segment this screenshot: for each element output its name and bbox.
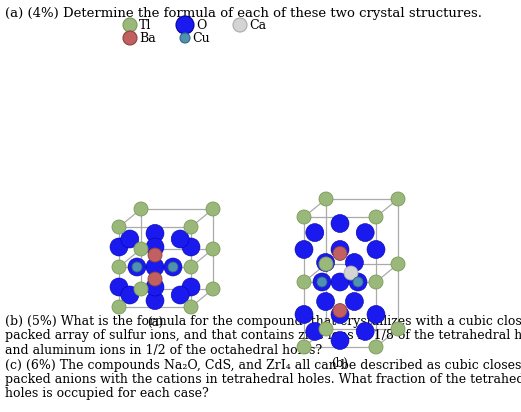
- Text: packed anions with the cations in tetrahedral holes. What fraction of the tetrah: packed anions with the cations in tetrah…: [5, 373, 521, 386]
- Circle shape: [306, 224, 324, 241]
- Circle shape: [128, 258, 146, 276]
- Circle shape: [349, 273, 367, 291]
- Circle shape: [206, 242, 220, 256]
- Circle shape: [206, 282, 220, 296]
- Text: (c) (6%) The compounds Na₂O, CdS, and ZrI₄ all can be described as cubic closest: (c) (6%) The compounds Na₂O, CdS, and Zr…: [5, 358, 521, 372]
- Circle shape: [367, 241, 385, 258]
- Text: (a): (a): [147, 317, 163, 330]
- Circle shape: [331, 332, 349, 349]
- Circle shape: [331, 273, 349, 291]
- Circle shape: [206, 202, 220, 216]
- Text: packed array of sulfur ions, and that contains zinc ions in 1/8 of the tetrahedr: packed array of sulfur ions, and that co…: [5, 330, 521, 342]
- Circle shape: [134, 282, 148, 296]
- Circle shape: [306, 323, 324, 340]
- Circle shape: [319, 192, 333, 206]
- Circle shape: [184, 220, 198, 234]
- Circle shape: [333, 304, 347, 318]
- Text: Cu: Cu: [192, 31, 209, 44]
- Circle shape: [123, 31, 137, 45]
- Circle shape: [295, 306, 313, 323]
- Circle shape: [233, 18, 247, 32]
- Text: (b): (b): [331, 357, 349, 370]
- Circle shape: [331, 241, 349, 258]
- Circle shape: [180, 33, 190, 43]
- Circle shape: [146, 258, 164, 276]
- Circle shape: [110, 278, 128, 296]
- Circle shape: [146, 292, 164, 309]
- Circle shape: [146, 225, 164, 242]
- Circle shape: [297, 340, 311, 354]
- Circle shape: [184, 300, 198, 314]
- Text: and aluminum ions in 1/2 of the octahedral holes?: and aluminum ions in 1/2 of the octahedr…: [5, 344, 322, 357]
- Circle shape: [134, 242, 148, 256]
- Circle shape: [182, 238, 200, 256]
- Circle shape: [182, 278, 200, 296]
- Text: (b) (5%) What is the formula for the compound  that crystallizes with a cubic cl: (b) (5%) What is the formula for the com…: [5, 315, 521, 328]
- Text: (a) (4%) Determine the formula of each of these two crystal structures.: (a) (4%) Determine the formula of each o…: [5, 7, 482, 20]
- Circle shape: [121, 286, 139, 304]
- Circle shape: [297, 210, 311, 224]
- Circle shape: [356, 224, 374, 241]
- Circle shape: [176, 16, 194, 34]
- Circle shape: [331, 215, 349, 232]
- Circle shape: [134, 202, 148, 216]
- Circle shape: [297, 275, 311, 289]
- Circle shape: [313, 273, 331, 291]
- Circle shape: [319, 322, 333, 336]
- Circle shape: [317, 277, 327, 287]
- Circle shape: [110, 238, 128, 256]
- Circle shape: [112, 300, 126, 314]
- Circle shape: [345, 253, 364, 272]
- Circle shape: [367, 306, 385, 323]
- Circle shape: [295, 241, 313, 258]
- Circle shape: [164, 258, 182, 276]
- Circle shape: [146, 278, 164, 296]
- Circle shape: [369, 340, 383, 354]
- Circle shape: [369, 210, 383, 224]
- Text: Ca: Ca: [249, 19, 266, 31]
- Circle shape: [317, 253, 334, 272]
- Circle shape: [331, 306, 349, 323]
- Text: Ba: Ba: [139, 31, 156, 44]
- Circle shape: [391, 192, 405, 206]
- Circle shape: [345, 293, 364, 311]
- Circle shape: [168, 262, 178, 272]
- Circle shape: [391, 322, 405, 336]
- Circle shape: [171, 286, 189, 304]
- Circle shape: [391, 257, 405, 271]
- Circle shape: [356, 323, 374, 340]
- Circle shape: [123, 18, 137, 32]
- Text: holes is occupied for each case?: holes is occupied for each case?: [5, 388, 209, 400]
- Circle shape: [317, 293, 334, 311]
- Circle shape: [369, 275, 383, 289]
- Circle shape: [132, 262, 142, 272]
- Circle shape: [319, 257, 333, 271]
- Circle shape: [146, 238, 164, 256]
- Circle shape: [148, 248, 162, 262]
- Text: Tl: Tl: [139, 19, 152, 31]
- Circle shape: [148, 272, 162, 286]
- Circle shape: [344, 266, 358, 280]
- Circle shape: [121, 230, 139, 248]
- Text: O: O: [196, 19, 206, 31]
- Circle shape: [112, 220, 126, 234]
- Circle shape: [184, 260, 198, 274]
- Circle shape: [171, 230, 189, 248]
- Circle shape: [353, 277, 363, 287]
- Circle shape: [333, 246, 347, 260]
- Circle shape: [112, 260, 126, 274]
